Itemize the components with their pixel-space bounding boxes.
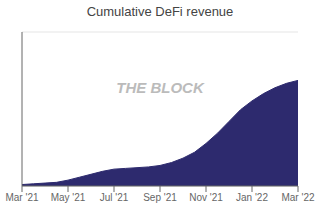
html-text:THE BLOCK: THE BLOCK: [116, 79, 204, 96]
svg-text:Jan '22: Jan '22: [236, 192, 268, 203]
svg-text:Mar '22: Mar '22: [281, 192, 312, 203]
svg-text:Mar '21: Mar '21: [8, 192, 39, 203]
svg-text:May '21: May '21: [51, 192, 86, 203]
svg-text:Jul '21: Jul '21: [100, 192, 129, 203]
html-text:Cumulative DeFi revenue: Cumulative DeFi revenue: [86, 4, 234, 19]
svg-text:Sep '21: Sep '21: [143, 192, 177, 203]
svg-text:Nov '21: Nov '21: [189, 192, 223, 203]
